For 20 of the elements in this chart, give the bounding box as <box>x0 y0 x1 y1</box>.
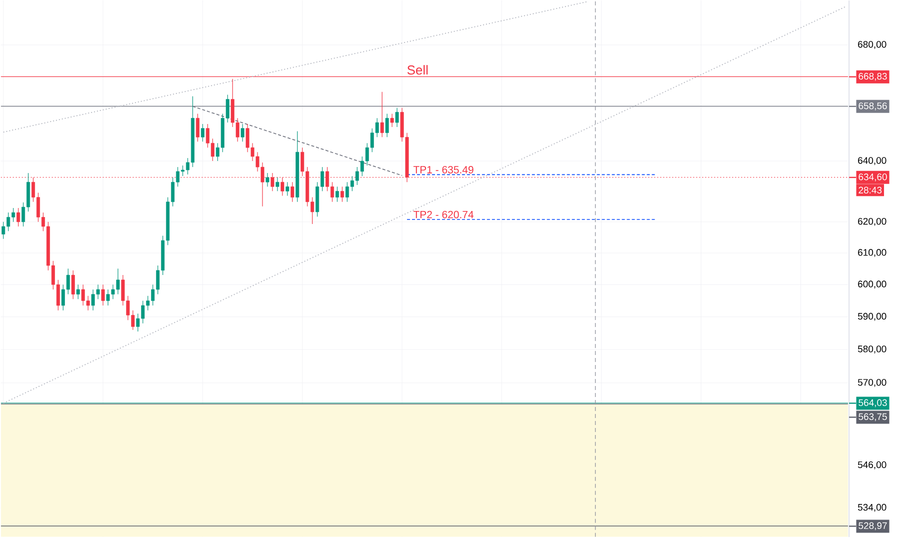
annotation: Sell <box>407 65 428 75</box>
y-tick-label: 580,00 <box>858 346 886 354</box>
y-tick-label: 600,00 <box>858 280 886 289</box>
y-tick-label: 680,00 <box>858 41 886 49</box>
y-tick-label: 610,00 <box>858 249 886 257</box>
ref-line-label: 528,97 <box>858 522 887 530</box>
ref-line-label: 563,75 <box>858 413 887 422</box>
ref-line-label: 634,60 <box>858 174 887 182</box>
ref-line-label: 658,56 <box>858 102 887 110</box>
y-tick-label: 620,00 <box>858 218 886 226</box>
ref-line-label: 668,83 <box>858 72 887 81</box>
ref-line-label: 564,03 <box>858 399 887 408</box>
y-tick-label: 590,00 <box>858 312 886 321</box>
y-tick-label: 546,00 <box>858 461 886 470</box>
y-tick-label: 640,00 <box>858 157 886 166</box>
y-tick-label: 534,00 <box>858 504 886 512</box>
text: 28:43 <box>858 186 882 194</box>
y-tick-label: 570,00 <box>858 379 886 387</box>
series-label: TP1 - 635.49 <box>413 166 474 174</box>
series-label: TP2 - 620.74 <box>413 210 474 218</box>
